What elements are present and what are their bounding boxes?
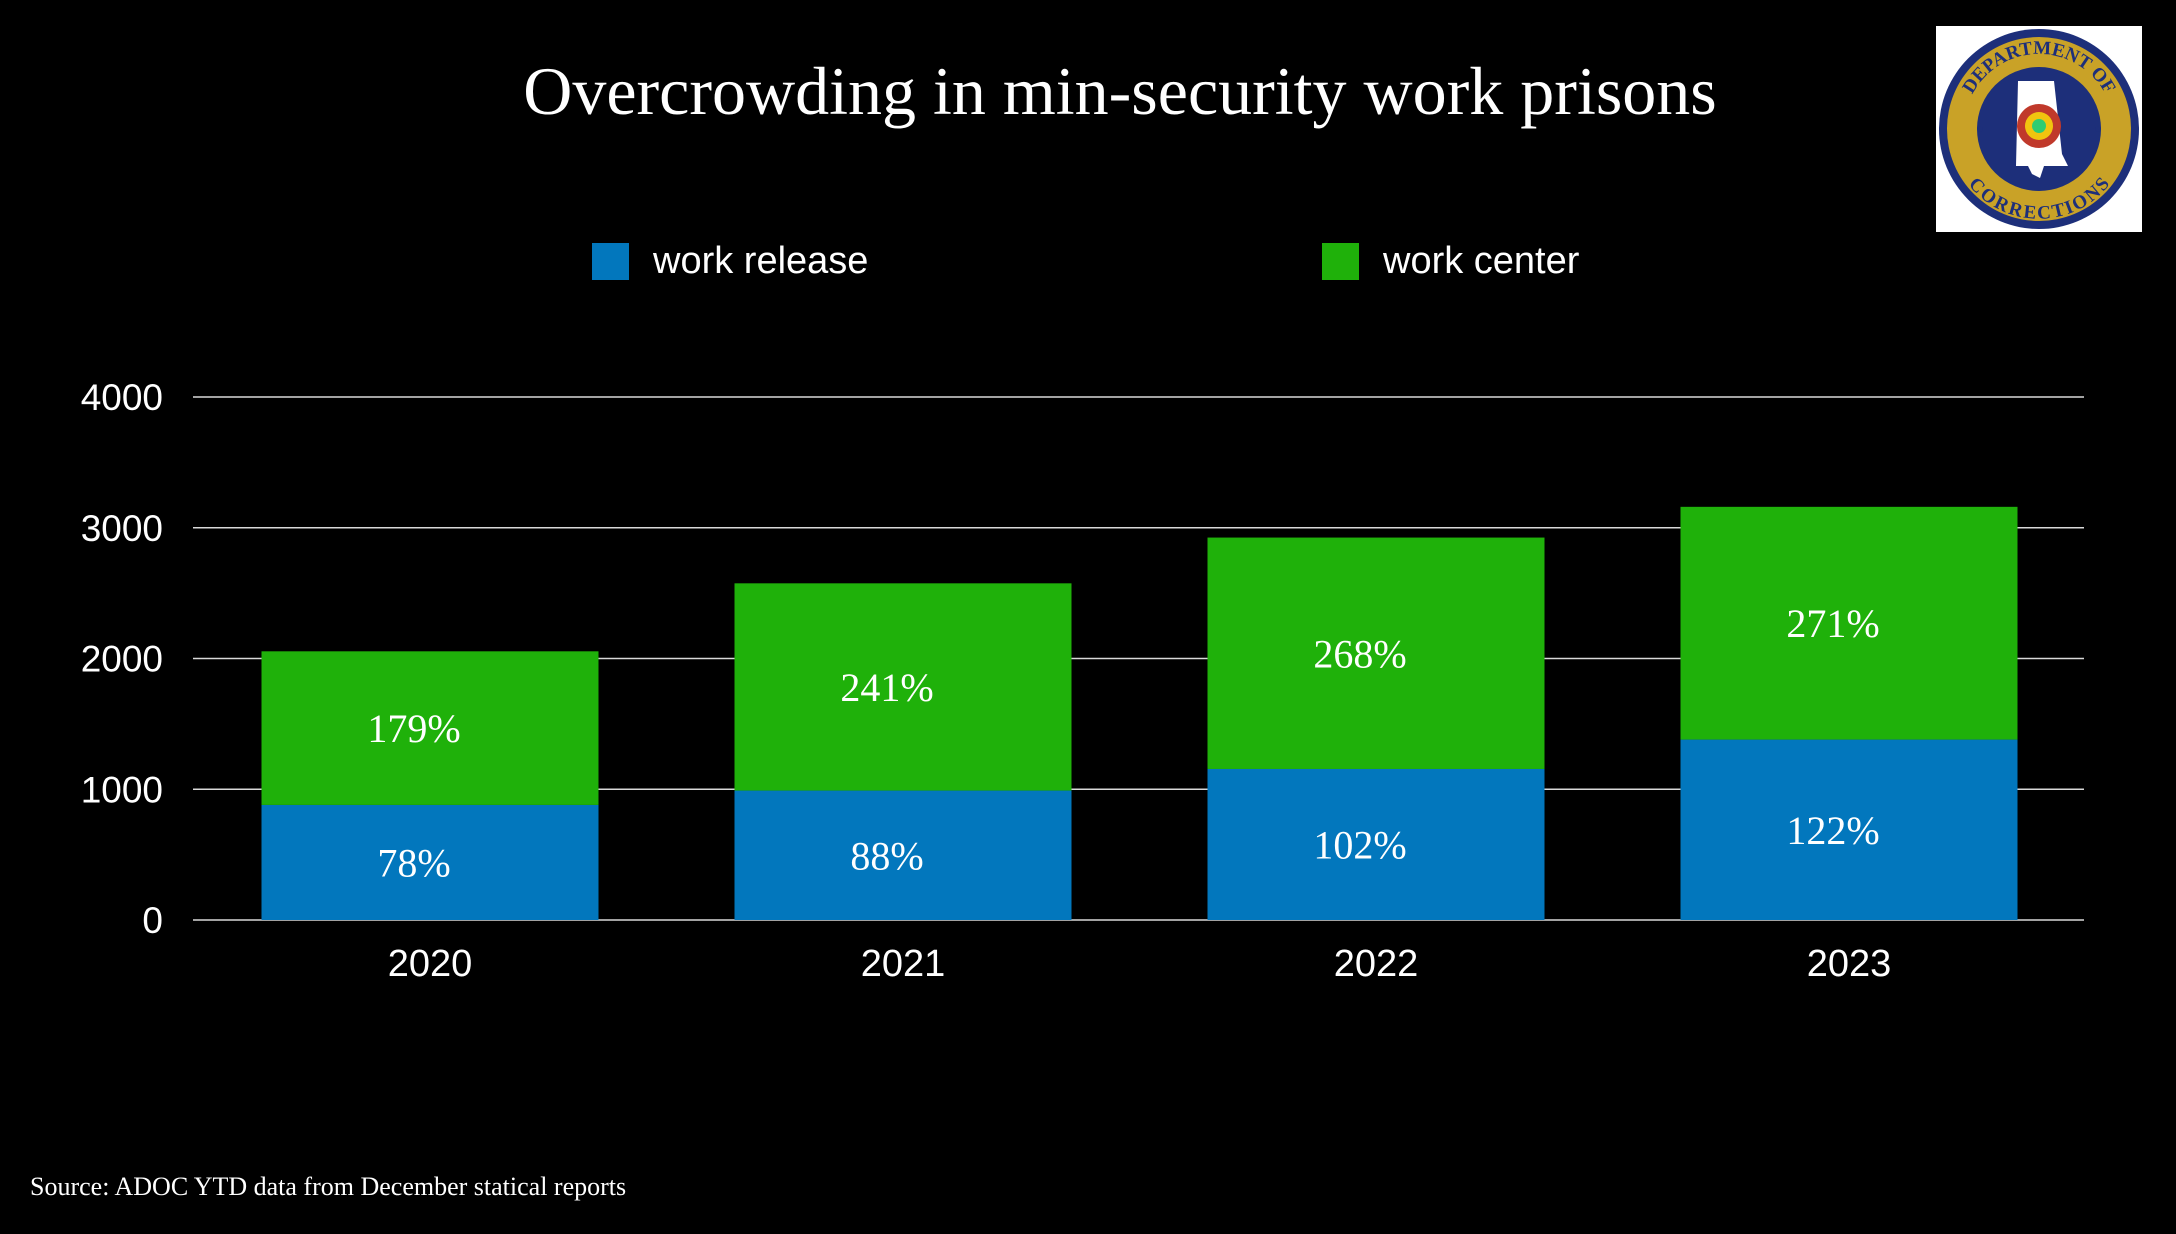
bar-segment — [261, 804, 599, 920]
legend-swatch-work-center — [1322, 243, 1359, 280]
bar-segment — [1680, 739, 2018, 920]
legend-item-work-center: work center — [1322, 240, 1579, 283]
y-tick-label: 4000 — [81, 377, 163, 418]
x-tick-label: 2021 — [861, 943, 946, 985]
y-tick-label: 2000 — [81, 639, 163, 680]
x-tick-label: 2020 — [388, 943, 473, 985]
department-of-corrections-logo: DEPARTMENT OF CORRECTIONS — [1936, 26, 2142, 232]
source-note: Source: ADOC YTD data from December stat… — [30, 1172, 627, 1201]
y-tick-label: 3000 — [81, 508, 163, 549]
legend-item-work-release: work release — [592, 240, 868, 283]
legend-label-work-release: work release — [653, 240, 869, 282]
legend-swatch-work-release — [592, 243, 629, 280]
bar-segment — [1207, 768, 1545, 920]
bar-segment — [734, 790, 1072, 920]
data-label: 88% — [850, 833, 923, 878]
y-tick-label: 0 — [142, 900, 163, 941]
bar-segment — [1680, 506, 2018, 740]
chart-title: Overcrowding in min-security work prison… — [523, 53, 1717, 129]
x-tick-label: 2023 — [1807, 943, 1892, 985]
data-label: 241% — [840, 665, 933, 710]
bar-segment — [261, 651, 599, 805]
alabama-doc-seal-icon: DEPARTMENT OF CORRECTIONS — [1939, 29, 2139, 229]
data-label: 122% — [1786, 808, 1879, 853]
bar-segment — [734, 583, 1072, 791]
data-label: 268% — [1313, 631, 1406, 676]
data-label: 179% — [367, 706, 460, 751]
legend-label-work-center: work center — [1383, 240, 1580, 282]
y-tick-label: 1000 — [81, 769, 163, 810]
x-tick-label: 2022 — [1334, 943, 1419, 985]
bar-segment — [1207, 537, 1545, 769]
data-label: 271% — [1786, 601, 1879, 646]
data-label: 78% — [377, 840, 450, 885]
data-label: 102% — [1313, 822, 1406, 867]
chart-legend: work release work center — [0, 240, 2176, 290]
